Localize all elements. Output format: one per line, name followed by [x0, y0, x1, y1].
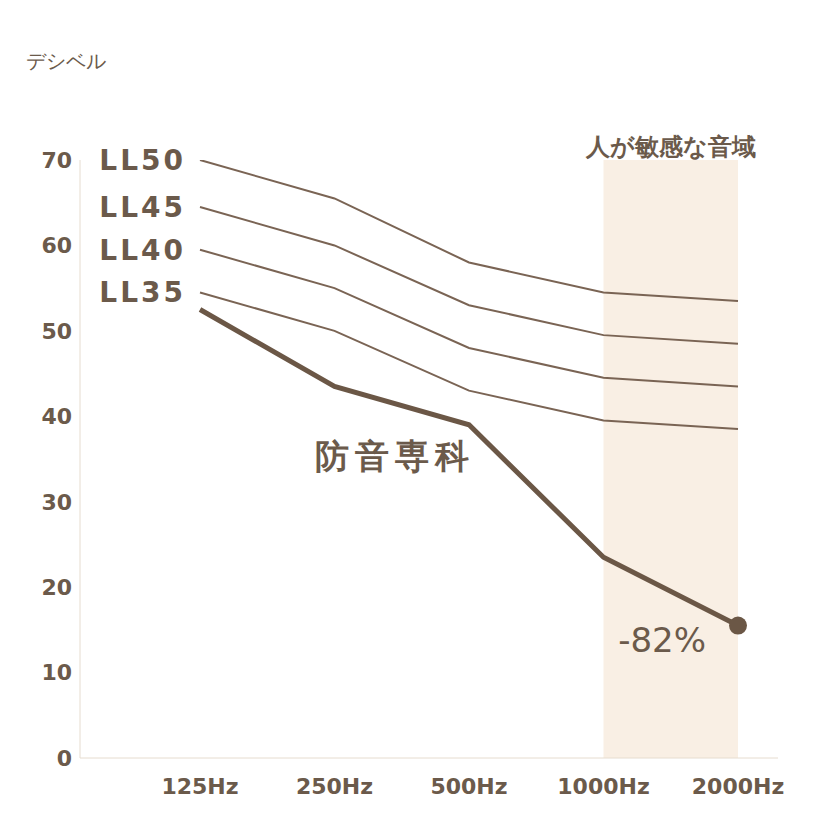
svg-text:70: 70 — [41, 148, 72, 173]
svg-text:40: 40 — [41, 404, 72, 429]
svg-text:防音専科: 防音専科 — [315, 436, 475, 476]
svg-text:1000Hz: 1000Hz — [557, 774, 649, 799]
svg-text:-82%: -82% — [618, 620, 706, 660]
svg-text:LL35: LL35 — [99, 276, 186, 309]
svg-text:2000Hz: 2000Hz — [692, 774, 784, 799]
svg-text:60: 60 — [41, 233, 72, 258]
svg-text:30: 30 — [41, 490, 72, 515]
svg-text:250Hz: 250Hz — [296, 774, 373, 799]
svg-text:人が敏感な音域: 人が敏感な音域 — [585, 133, 756, 161]
svg-text:20: 20 — [41, 575, 72, 600]
svg-text:125Hz: 125Hz — [161, 774, 238, 799]
svg-text:0: 0 — [57, 746, 72, 771]
html-text:デシベル: デシベル — [26, 49, 106, 73]
svg-text:10: 10 — [41, 660, 72, 685]
svg-text:500Hz: 500Hz — [430, 774, 507, 799]
svg-text:LL45: LL45 — [99, 191, 186, 224]
svg-text:LL50: LL50 — [99, 144, 186, 177]
svg-text:50: 50 — [41, 319, 72, 344]
svg-text:LL40: LL40 — [99, 234, 186, 267]
